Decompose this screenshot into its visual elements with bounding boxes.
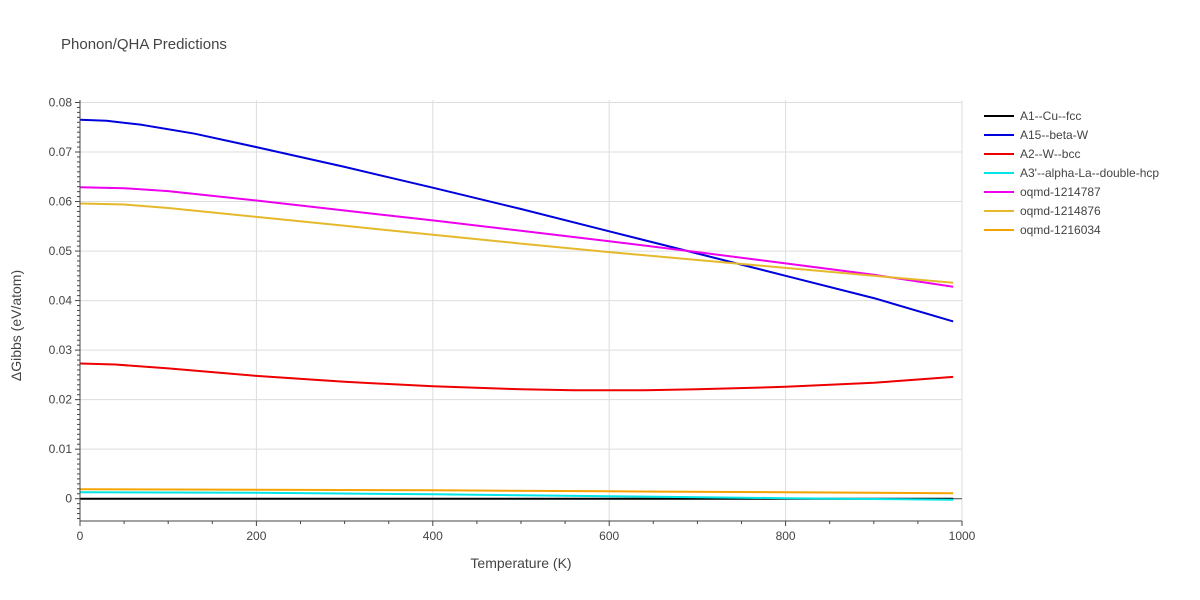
x-tick-label: 400 [423, 529, 443, 543]
y-tick-label: 0.06 [49, 195, 73, 209]
legend-item[interactable]: A3'--alpha-La--double-hcp [984, 163, 1159, 182]
x-tick-label: 1000 [949, 529, 976, 543]
series-layer [79, 118, 954, 501]
y-tick-label: 0.05 [49, 244, 73, 258]
x-tick-label: 200 [246, 529, 266, 543]
y-tick-label: 0.01 [49, 442, 73, 456]
grid-layer [80, 100, 963, 521]
legend-item[interactable]: A2--W--bcc [984, 144, 1159, 163]
legend-label: A3'--alpha-La--double-hcp [1020, 165, 1160, 180]
series-line-oqmd-1214876[interactable] [79, 202, 954, 284]
legend-item[interactable]: oqmd-1216034 [984, 220, 1159, 239]
chart-title: Phonon/QHA Predictions [61, 36, 227, 53]
legend-swatch [984, 171, 1014, 174]
legend-label: A1--Cu--fcc [1020, 108, 1082, 123]
x-tick-label: 600 [599, 529, 619, 543]
series-line-a3-alpha-la-double-hcp[interactable] [79, 491, 954, 501]
x-axis-title: Temperature (K) [470, 555, 571, 571]
x-tick-label: 800 [776, 529, 796, 543]
axis-layer: 0 200 400 600 800 1000 0 0.01 0.02 0.03 0.04 0.05 0.… [49, 95, 976, 543]
series-line-oqmd-1216034[interactable] [79, 488, 954, 495]
y-tick-label: 0.03 [49, 343, 73, 357]
y-tick-label: 0.07 [49, 145, 73, 159]
legend-item[interactable]: A15--beta-W [984, 125, 1159, 144]
x-tick-label: 0 [77, 529, 84, 543]
y-tick-label: 0 [65, 492, 72, 506]
legend-label: oqmd-1216034 [1020, 222, 1101, 237]
series-line-a15-beta-w[interactable] [79, 118, 954, 323]
legend-swatch [984, 209, 1014, 212]
y-tick-label: 0.04 [49, 294, 73, 308]
legend-label: A2--W--bcc [1020, 146, 1081, 161]
legend-swatch [984, 114, 1014, 117]
legend-item[interactable]: A1--Cu--fcc [984, 106, 1159, 125]
y-tick-label: 0.02 [49, 393, 73, 407]
legend-swatch [984, 228, 1014, 231]
y-tick-label: 0.08 [49, 95, 73, 109]
legend-swatch [984, 152, 1014, 155]
legend-swatch [984, 133, 1014, 136]
legend-swatch [984, 190, 1014, 193]
legend-item[interactable]: oqmd-1214787 [984, 182, 1159, 201]
y-axis-title: ΔGibbs (eV/atom) [8, 270, 24, 381]
legend-item[interactable]: oqmd-1214876 [984, 201, 1159, 220]
series-line-a2-w-bcc[interactable] [79, 362, 954, 392]
legend-label: oqmd-1214787 [1020, 184, 1101, 199]
legend-label: oqmd-1214876 [1020, 203, 1101, 218]
series-line-oqmd-1214787[interactable] [79, 186, 954, 288]
legend: A1--Cu--fcc A15--beta-W A2--W--bcc A3'--alp… [984, 106, 1159, 239]
legend-label: A15--beta-W [1020, 127, 1089, 142]
